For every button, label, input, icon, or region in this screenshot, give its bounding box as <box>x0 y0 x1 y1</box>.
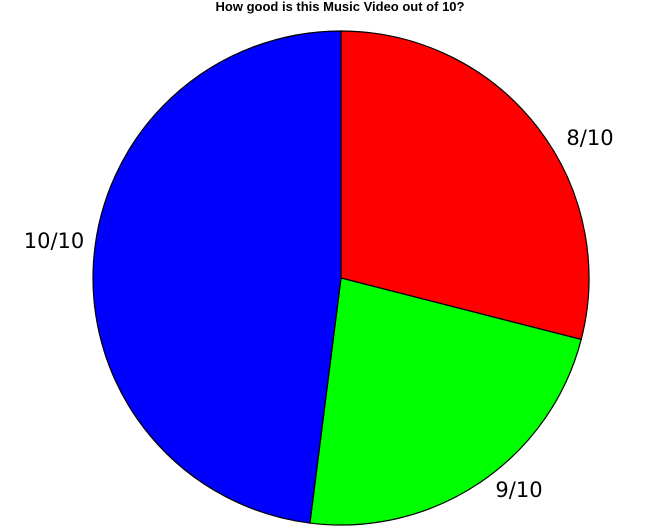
pie-slice-9-of-10 <box>309 277 582 526</box>
pie-slice-8-of-10 <box>340 30 590 341</box>
pie-slice-10-of-10 <box>92 30 342 524</box>
slice-label-9-of-10: 9/10 <box>495 478 542 502</box>
pie-labels: 8/10 9/10 10/10 <box>24 126 614 502</box>
slice-label-10-of-10: 10/10 <box>24 229 85 253</box>
chart-title: How good is this Music Video out of 10? <box>216 0 465 14</box>
slice-label-8-of-10: 8/10 <box>566 126 613 150</box>
pie-slices <box>92 30 590 526</box>
